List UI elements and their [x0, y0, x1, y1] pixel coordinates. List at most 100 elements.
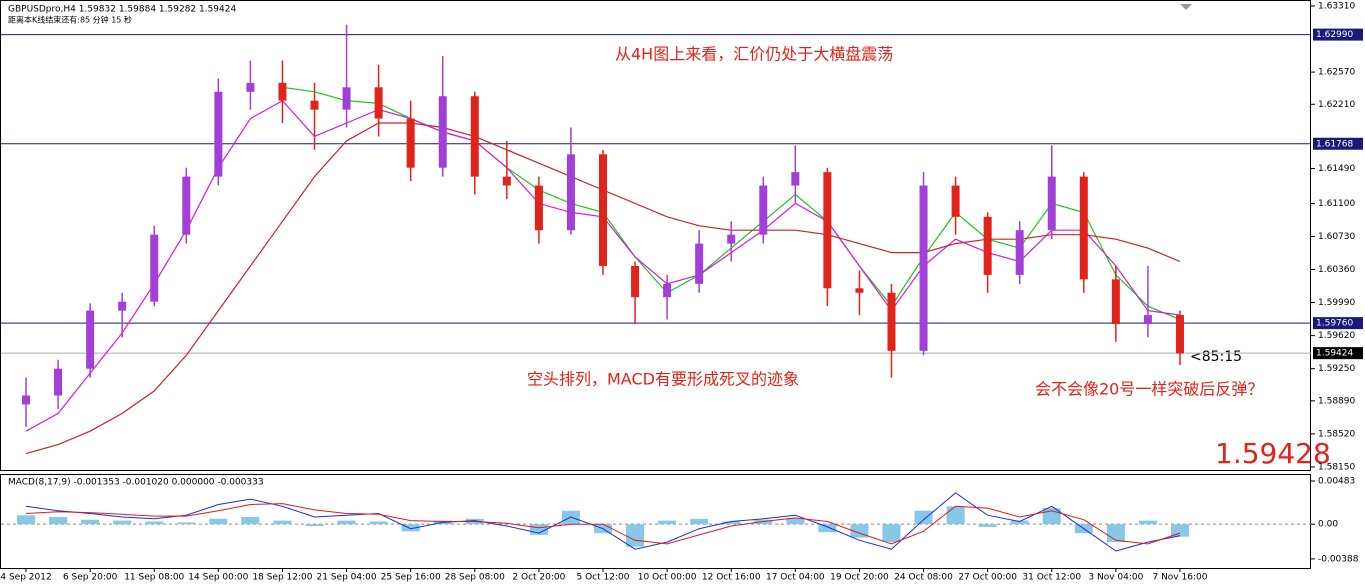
- candle-body: [887, 292, 896, 351]
- y-tick-label: 1.58150: [1318, 462, 1355, 472]
- candle-body: [1015, 230, 1024, 275]
- candle-body: [823, 172, 832, 289]
- bar-timer: <85:15: [1190, 349, 1242, 365]
- candle-body: [246, 82, 255, 92]
- candle-body: [631, 265, 640, 298]
- macd-bar: [529, 524, 548, 535]
- x-tick-label: 6 Sep 20:00: [63, 573, 118, 583]
- symbol-header: GBPUSDpro,H4 1.59832 1.59884 1.59282 1.5…: [8, 5, 236, 15]
- x-tick-label: 24 Oct 08:00: [894, 573, 953, 583]
- shift-marker: [1180, 4, 1192, 10]
- annotation: 会不会像20号一样突破后反弹？: [1035, 380, 1263, 399]
- candle-body: [566, 154, 575, 231]
- macd-bar: [145, 521, 164, 525]
- y-tick-label: 1.58890: [1318, 396, 1355, 406]
- macd-bar: [209, 518, 228, 525]
- macd-bar: [401, 524, 420, 532]
- candle-body: [1047, 176, 1056, 231]
- candle-body: [470, 96, 479, 177]
- macd-bar: [1010, 520, 1029, 525]
- macd-bar: [626, 524, 645, 547]
- candle-body: [182, 176, 191, 235]
- x-tick-label: 25 Sep 16:00: [381, 573, 441, 583]
- y-tick-label: 1.58520: [1318, 429, 1355, 439]
- macd-bar: [658, 520, 677, 525]
- y-tick-label: 1.61490: [1318, 164, 1355, 174]
- candle-body: [1175, 315, 1184, 354]
- x-tick-label: 21 Sep 04:00: [317, 573, 377, 583]
- candle-body: [1079, 176, 1088, 280]
- candle-body: [727, 234, 736, 244]
- candle-body: [406, 118, 415, 168]
- macd-title: MACD(8,17,9) -0.001353 -0.001020 0.00000…: [8, 478, 264, 488]
- indicator-line: [25, 492, 1181, 552]
- x-tick-label: 5 Oct 12:00: [577, 573, 630, 583]
- annotation: 空头排列，MACD有要形成死叉的迹象: [527, 370, 799, 389]
- x-tick-label: 7 Nov 16:00: [1152, 573, 1207, 583]
- annotation: 从4H图上来看，汇价仍处于大横盘震荡: [615, 45, 893, 64]
- x-tick-label: 2 Oct 20:00: [512, 573, 565, 583]
- candle-body: [502, 176, 511, 186]
- level-label: 1.59760: [1316, 319, 1353, 329]
- macd-bar: [113, 520, 132, 525]
- candle-body: [951, 185, 960, 217]
- macd-bar: [786, 517, 805, 525]
- macd-bar: [1106, 524, 1125, 543]
- level-label-box: [1313, 137, 1363, 150]
- y-tick-label: 1.60360: [1318, 265, 1355, 275]
- y-tick-label: 0.00483: [1318, 476, 1355, 486]
- macd-bar: [81, 519, 100, 525]
- macd-bar: [305, 524, 324, 526]
- macd-bar: [818, 524, 837, 533]
- price-label: 1.59424: [1316, 349, 1353, 359]
- y-tick-label: 1.59990: [1318, 298, 1355, 308]
- x-tick-label: 19 Oct 20:00: [830, 573, 889, 583]
- candle-body: [310, 100, 319, 110]
- macd-bar: [17, 515, 36, 525]
- macd-bar: [914, 510, 933, 525]
- x-tick-label: 3 Nov 04:00: [1088, 573, 1143, 583]
- macd-panel-frame: [0, 474, 1311, 569]
- candle-body: [150, 234, 159, 302]
- macd-bar: [946, 506, 965, 525]
- candle-body: [983, 216, 992, 275]
- y-tick-label: 1.62210: [1318, 100, 1355, 110]
- macd-bar: [1138, 520, 1157, 525]
- candle-body: [438, 96, 447, 168]
- macd-bar: [369, 521, 388, 525]
- y-tick-label: 0.00: [1318, 520, 1338, 530]
- y-tick-label: 1.63310: [1318, 2, 1355, 12]
- macd-bar: [177, 522, 196, 525]
- candle-body: [599, 154, 607, 266]
- level-label: 1.61768: [1316, 139, 1353, 149]
- countdown-header: 距离本K线结束还有:85 分钟 15 秒: [8, 15, 132, 25]
- main-panel-frame: [0, 0, 1311, 471]
- candle-body: [342, 87, 351, 110]
- macd-bar: [1170, 524, 1189, 537]
- candle-body: [278, 82, 287, 101]
- y-tick-label: 1.62570: [1318, 68, 1355, 78]
- x-tick-label: 28 Sep 08:00: [445, 573, 505, 583]
- x-tick-label: 14 Sep 00:00: [188, 573, 248, 583]
- indicator-line: [25, 503, 1181, 545]
- candle-body: [86, 310, 95, 369]
- macd-bar: [49, 517, 68, 525]
- x-tick-label: 31 Oct 12:00: [1022, 573, 1081, 583]
- candle-body: [791, 172, 800, 186]
- candle-body: [695, 243, 704, 284]
- price-label-box: [1313, 347, 1363, 360]
- macd-bar: [722, 521, 741, 525]
- candle-body: [534, 185, 543, 231]
- x-tick-label: 17 Oct 04:00: [766, 573, 825, 583]
- x-tick-label: 12 Oct 16:00: [702, 573, 761, 583]
- candle-body: [855, 288, 864, 293]
- candle-body: [118, 301, 127, 311]
- level-label-box: [1313, 28, 1363, 41]
- candle-body: [919, 185, 928, 351]
- x-tick-label: 18 Sep 12:00: [252, 573, 312, 583]
- macd-bar: [337, 520, 356, 525]
- candle-body: [1111, 279, 1120, 325]
- x-tick-label: 10 Oct 00:00: [638, 573, 697, 583]
